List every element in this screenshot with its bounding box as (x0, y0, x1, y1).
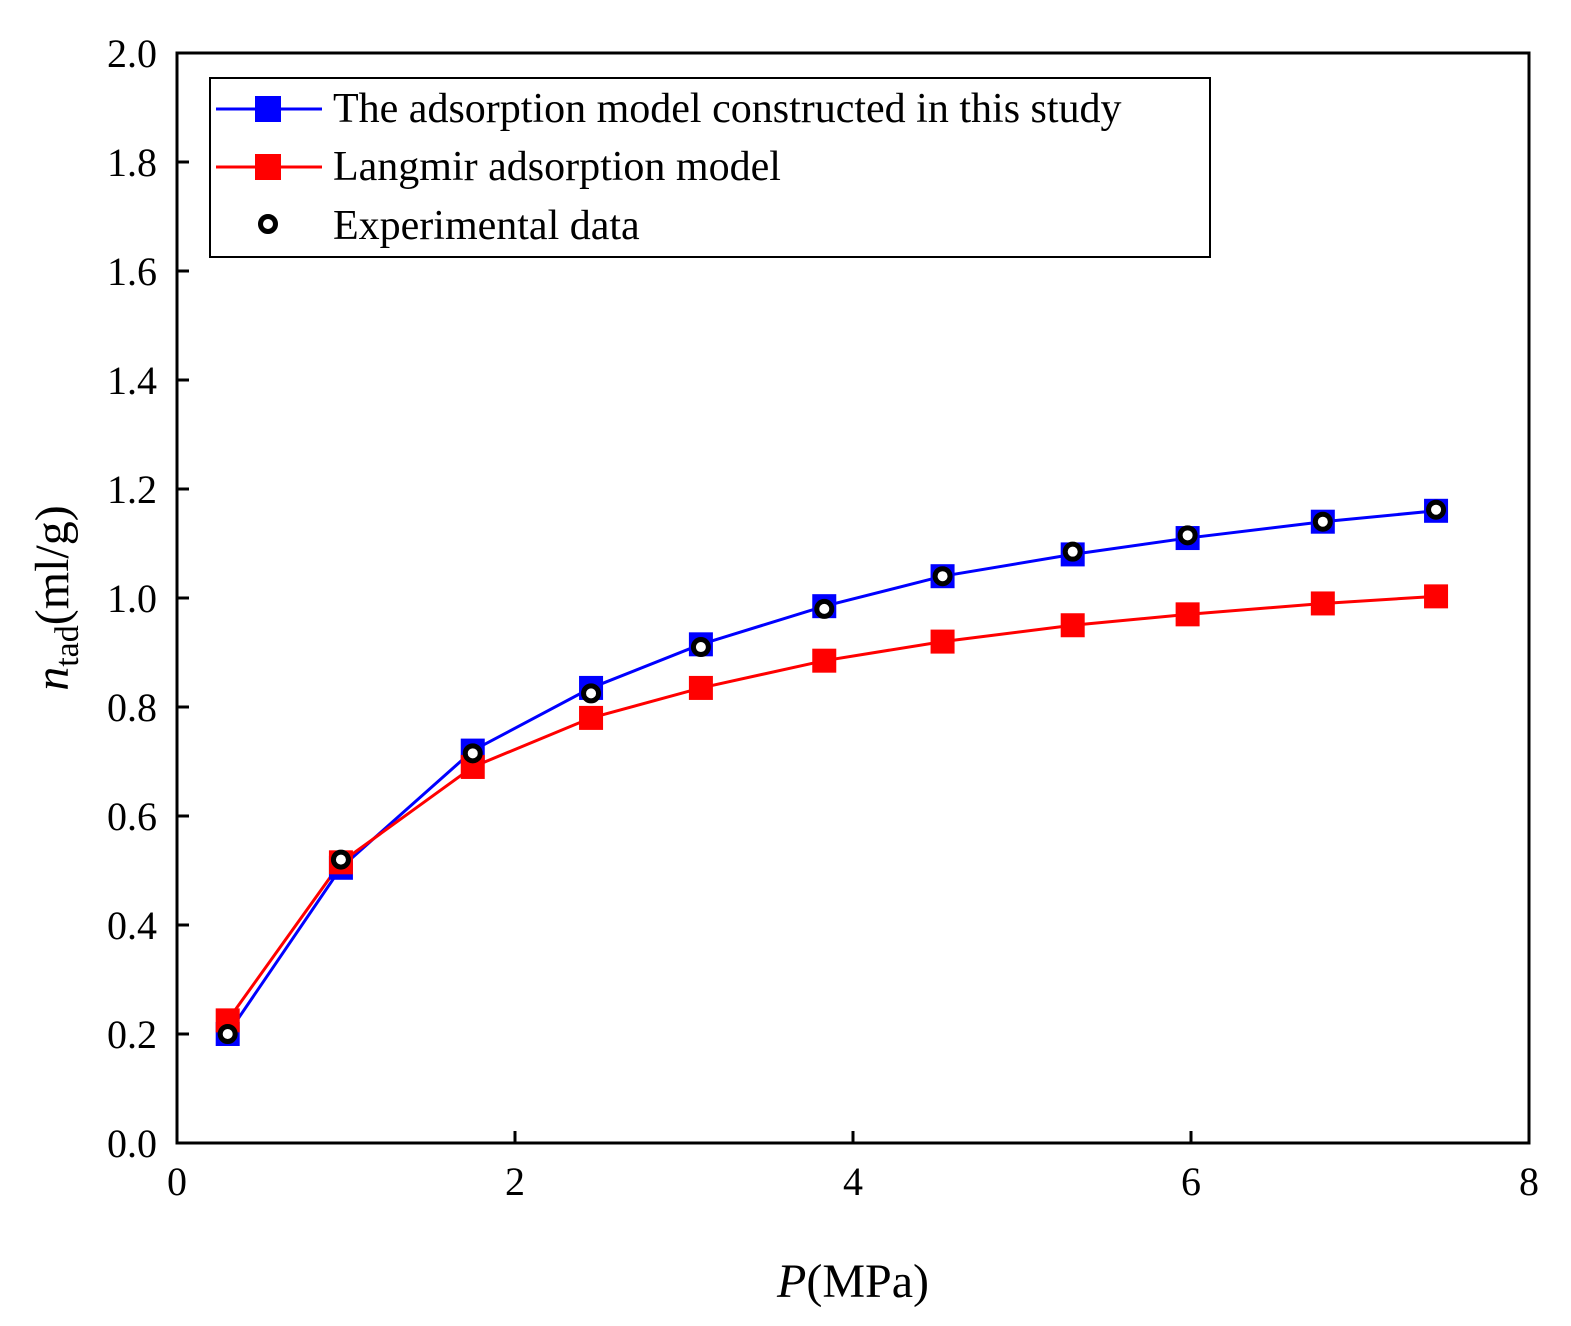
series-2-point (688, 675, 713, 700)
experimental-data-point (1426, 499, 1447, 520)
experimental-data-point (932, 566, 953, 587)
series-2-point (1175, 602, 1200, 627)
legend-box (209, 77, 1211, 258)
x-tick-label: 6 (1181, 1159, 1201, 1204)
y-tick-label: 1.8 (107, 140, 157, 185)
experimental-data-point (690, 637, 711, 658)
series-2-point (930, 629, 955, 654)
y-axis-title-subscript: tad (49, 625, 86, 667)
series-line-1 (226, 509, 1437, 1035)
x-axis-title-unit: (MPa) (806, 1255, 929, 1308)
y-tick-label: 0.6 (107, 794, 157, 839)
experimental-data-point (462, 743, 483, 764)
y-tick-label: 1.4 (107, 358, 157, 403)
y-axis-title-symbol: n (26, 667, 79, 691)
legend-marker-series-1 (255, 96, 281, 122)
series-2-point (812, 648, 837, 673)
legend-marker-series-3 (258, 214, 278, 234)
plot-area (215, 498, 1449, 1046)
y-axis-title: ntad(ml/g) (26, 505, 86, 691)
legend-label-series-3: Experimental data (333, 203, 640, 249)
experimental-data-point (330, 849, 351, 870)
x-tick-label: 2 (505, 1159, 525, 1204)
series-2-point (1060, 613, 1085, 638)
series-2-point (1310, 591, 1335, 616)
legend-marker-series-2 (255, 154, 281, 180)
y-tick-label: 0.2 (107, 1012, 157, 1057)
y-tick-label: 1.0 (107, 576, 157, 621)
y-tick-label: 2.0 (107, 31, 157, 76)
experimental-data-point (1312, 511, 1333, 532)
axes: 0 2 4 6 8 0.0 0.2 0.4 0.6 0.8 1.0 1.2 1.4 1.6 1.8 2.0 (107, 31, 1539, 1204)
legend: The adsorption model constructed in this… (209, 77, 1211, 258)
experimental-data-point (581, 683, 602, 704)
experimental-data-point (1177, 525, 1198, 546)
y-axis-title-unit: (ml/g) (26, 505, 79, 625)
y-tick-label: 1.2 (107, 467, 157, 512)
series-2-point (579, 705, 604, 730)
x-tick-label: 4 (843, 1159, 863, 1204)
y-tick-label: 1.6 (107, 249, 157, 294)
legend-label-series-2: Langmir adsorption model (333, 144, 781, 190)
experimental-data-point (814, 598, 835, 619)
x-tick-label: 8 (1519, 1159, 1539, 1204)
x-tick-label: 0 (167, 1159, 187, 1204)
legend-label-series-1: The adsorption model constructed in this… (333, 86, 1122, 132)
experimental-data-point (1062, 541, 1083, 562)
x-axis-title-symbol: P (776, 1255, 806, 1308)
experimental-data-point (217, 1024, 238, 1044)
y-tick-label: 0.0 (107, 1121, 157, 1166)
y-tick-label: 0.4 (107, 903, 157, 948)
x-axis-title: P(MPa) (776, 1255, 929, 1308)
y-tick-label: 0.8 (107, 685, 157, 730)
series-2-point (1424, 584, 1449, 609)
